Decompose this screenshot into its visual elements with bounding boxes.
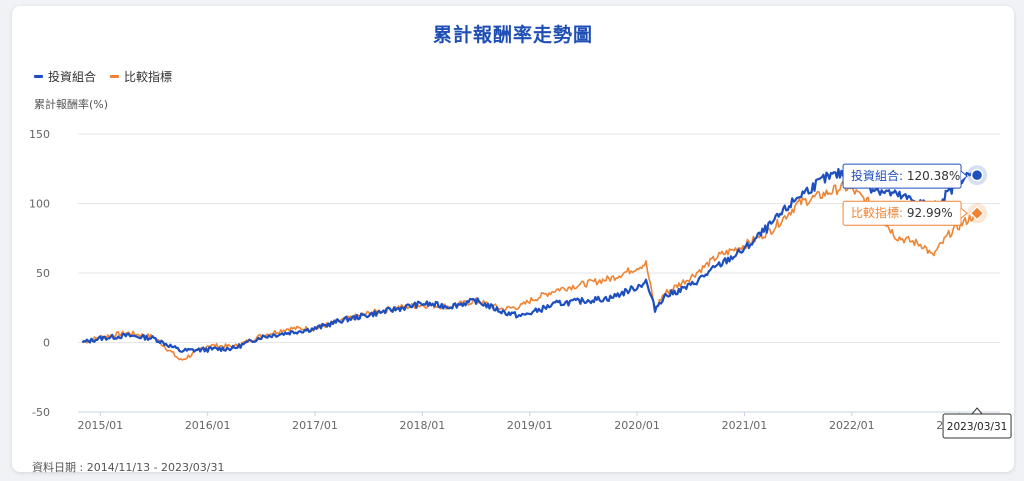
legend-item-portfolio[interactable]: 投資組合 [34, 68, 96, 85]
chart-legend: 投資組合 比較指標 [34, 68, 172, 85]
y-tick-label: 0 [43, 337, 50, 350]
chart-title: 累計報酬率走勢圖 [432, 24, 593, 46]
y-axis-label: 累計報酬率(%) [34, 98, 109, 111]
tooltip-benchmark-text: 比較指標: 92.99% [851, 205, 953, 220]
date-tooltip-pointer [971, 407, 983, 415]
legend-label-benchmark: 比較指標 [124, 70, 173, 84]
tooltip-portfolio-text: 投資組合: 120.38% [851, 168, 960, 183]
chart-card: 累計報酬率走勢圖 投資組合 比較指標 累計報酬率(%) 資料日期 : 2014/… [12, 6, 1014, 474]
y-tick-label: 150 [29, 128, 50, 141]
date-tooltip-text: 2023/03/31 [947, 421, 1008, 433]
series-line-portfolio[interactable] [81, 165, 979, 353]
legend-swatch-benchmark [110, 75, 120, 78]
data-date-range: 資料日期 : 2014/11/13 - 2023/03/31 [32, 461, 225, 474]
x-tick-label: 2022/01 [829, 419, 875, 432]
legend-item-benchmark[interactable]: 比較指標 [110, 68, 172, 85]
legend-swatch-portfolio [34, 75, 43, 78]
date-tooltip-box [942, 413, 1012, 439]
marker-benchmark[interactable] [969, 206, 985, 221]
legend-label-portfolio: 投資組合 [48, 70, 97, 84]
x-tick-label: 2019/01 [507, 419, 553, 432]
x-tick-label: 2018/01 [400, 419, 446, 432]
x-tick-label: 2016/01 [185, 419, 231, 432]
y-tick-label: -50 [32, 406, 50, 419]
x-tick-label: 2015/01 [77, 419, 123, 432]
tooltip-benchmark-pointer [960, 207, 968, 219]
tooltip-portfolio-pointer [960, 170, 968, 182]
marker-portfolio[interactable] [970, 168, 984, 182]
x-tick-label: 2021/01 [722, 419, 768, 432]
x-tick-label: 2020/01 [614, 419, 660, 432]
y-tick-label: 50 [36, 267, 50, 280]
y-tick-label: 100 [29, 198, 50, 211]
x-tick-label: 2017/01 [292, 419, 338, 432]
